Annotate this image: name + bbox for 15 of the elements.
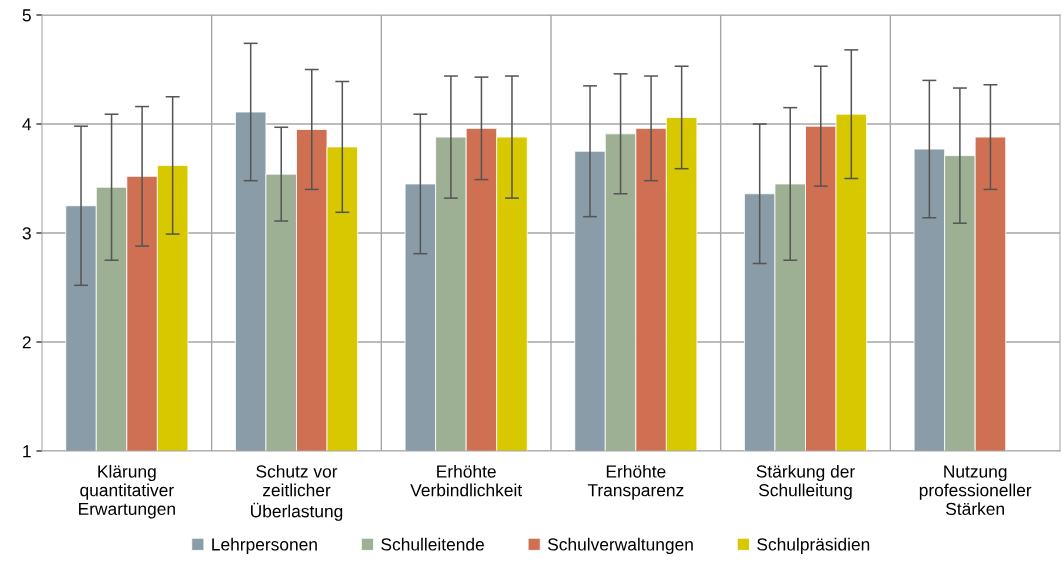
x-tick-label: Stärkung der Schulleitung — [756, 464, 855, 500]
legend-label: Schulpräsidien — [757, 537, 870, 555]
legend-label: Schulverwaltungen — [547, 537, 693, 555]
y-tick-label: 3 — [22, 227, 31, 240]
y-tick-label: 2 — [22, 336, 31, 349]
y-tick-label: 4 — [22, 118, 32, 131]
x-tick-label: Klärung quantitativer Erwartungen — [79, 464, 175, 519]
legend-label: Lehrpersonen — [212, 537, 317, 555]
x-tick-label: Schutz vor zeitlicher Überlastung — [251, 464, 343, 521]
x-tick-label: Erhöhte Transparenz — [587, 464, 684, 500]
y-tick-label: 5 — [22, 9, 31, 22]
x-tick-label: Erhöhte Verbindlichkeit — [410, 464, 523, 497]
legend-label: Schulleitende — [381, 537, 484, 551]
x-tick-label: Nutzung professioneller Stärken — [919, 465, 1032, 516]
y-tick-label: 1 — [23, 445, 31, 458]
